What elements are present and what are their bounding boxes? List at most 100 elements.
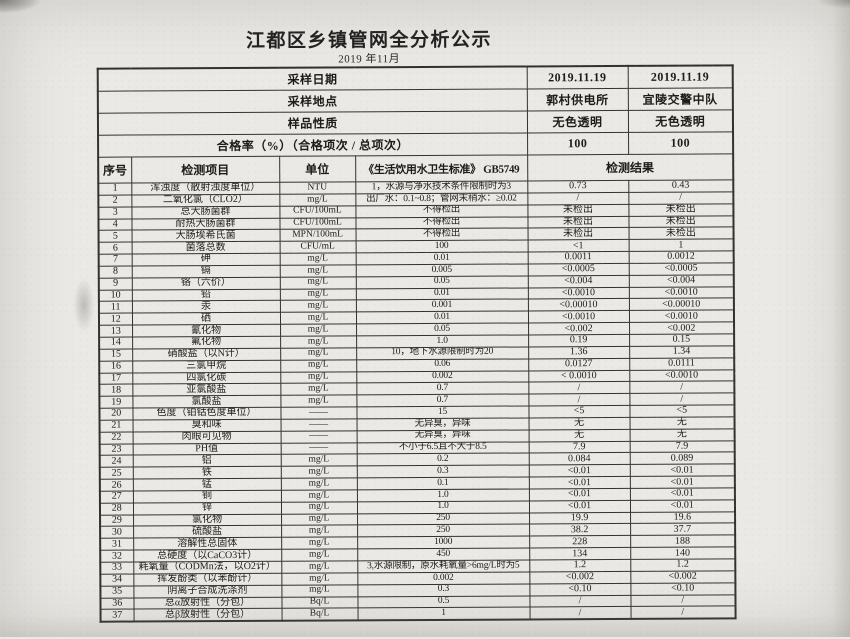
row-unit: mg/L <box>280 454 357 467</box>
row-result-2: 未检出 <box>628 227 734 240</box>
row-standard: 0.01 <box>355 252 528 265</box>
row-unit: mg/L <box>281 513 358 526</box>
row-result-1: 1.36 <box>528 346 630 359</box>
row-standard: 1.0 <box>356 500 530 514</box>
row-standard: 0.2 <box>356 453 529 467</box>
row-result-2: 0.089 <box>629 452 735 465</box>
row-item: 挥发酚类（以苯酚计） <box>133 573 282 586</box>
row-item: 总大肠菌群 <box>131 205 280 219</box>
row-result-1: 未检出 <box>527 204 629 217</box>
row-item: 三氯甲烷 <box>132 359 281 373</box>
row-standard: 0.001 <box>355 299 528 313</box>
row-number: 15 <box>99 348 133 361</box>
row-number: 19 <box>99 396 133 409</box>
row-result-2: / <box>628 191 734 205</box>
row-standard: 不得检出 <box>355 216 528 230</box>
row-result-1: / <box>528 393 630 406</box>
row-number: 30 <box>100 526 134 539</box>
row-result-2: <0.0010 <box>628 286 734 299</box>
info-label: 样品性质 <box>97 110 528 136</box>
row-unit: mg/L <box>280 466 357 479</box>
row-result-2: <0.004 <box>628 274 734 288</box>
row-item: 汞 <box>131 300 280 314</box>
info-value-2: 无色透明 <box>627 109 734 133</box>
row-number: 37 <box>100 609 134 622</box>
row-result-1: / <box>529 606 631 620</box>
row-result-1: 未检出 <box>527 227 629 241</box>
row-number: 25 <box>99 467 133 480</box>
row-standard: 100 <box>355 240 528 253</box>
info-value-1: 100 <box>527 132 629 155</box>
header-unit: 单位 <box>279 155 356 183</box>
row-unit: Bq/L <box>281 608 358 621</box>
row-result-1: <0.01 <box>528 464 630 478</box>
row-unit: mg/L <box>281 572 358 585</box>
row-item: 大肠埃希氏菌 <box>131 229 280 243</box>
row-standard: 不得检出 <box>355 204 528 218</box>
row-result-2: <0.002 <box>630 570 736 584</box>
row-item: 氟化物 <box>132 336 281 349</box>
row-standard: 无异臭，异味 <box>356 417 529 431</box>
row-unit: mg/L <box>281 584 358 597</box>
row-result-1: 未检出 <box>527 215 629 229</box>
row-item: 铝 <box>132 454 281 468</box>
row-standard: 0.01 <box>355 311 529 324</box>
row-standard: 0.002 <box>356 370 529 384</box>
row-number: 5 <box>98 230 132 243</box>
info-value-1: 郭村供电所 <box>526 88 628 111</box>
row-result-2: / <box>629 393 735 406</box>
row-result-2: 未检出 <box>628 203 734 216</box>
row-result-2: <5 <box>629 404 735 418</box>
row-result-1: <0.0010 <box>527 287 629 300</box>
row-result-2: 无 <box>629 416 735 430</box>
row-result-2: 19.6 <box>630 511 736 524</box>
row-unit: Bq/L <box>281 596 358 609</box>
row-result-1: <0.00010 <box>527 298 629 312</box>
row-standard: 无异臭，异味 <box>356 429 529 443</box>
row-item: 锌 <box>132 502 282 515</box>
row-item: 氰化物 <box>132 324 281 338</box>
row-result-2: <0.01 <box>629 475 735 489</box>
row-number: 8 <box>98 265 132 278</box>
row-result-1: 1.2 <box>529 559 631 572</box>
row-unit: CFU/100mL <box>279 205 356 218</box>
row-standard: 15 <box>356 405 529 419</box>
row-unit: mg/L <box>280 395 357 408</box>
row-unit: mg/L <box>281 537 358 550</box>
row-result-1: <5 <box>528 405 630 418</box>
row-result-1: 无 <box>528 417 630 430</box>
row-unit: mg/L <box>279 300 356 313</box>
row-item: 色度（铂钴色度单位） <box>132 407 281 420</box>
row-result-1: 7.9 <box>528 440 630 454</box>
row-result-1: <0.0005 <box>527 263 629 276</box>
row-result-1: <0.01 <box>528 476 630 489</box>
row-item: 铅 <box>131 288 280 302</box>
row-unit: —— <box>280 442 357 455</box>
row-standard: 0.5 <box>357 595 530 609</box>
row-result-2: <0.002 <box>629 322 735 335</box>
row-item: 锰 <box>132 478 281 491</box>
row-number: 21 <box>99 419 133 432</box>
row-result-1: 0.0127 <box>528 358 630 371</box>
header-standard: 《生活饮用水卫生标准》 GB5749 <box>355 154 528 182</box>
row-number: 35 <box>100 585 134 598</box>
row-item: 浑浊度（散射浊度单位） <box>131 182 280 195</box>
row-unit: mg/L <box>279 312 357 325</box>
row-result-2: 7.9 <box>629 440 735 453</box>
row-item: 总硬度（以CaCO3计） <box>133 549 282 563</box>
row-standard: 0.06 <box>356 358 529 372</box>
row-result-1: 0.19 <box>528 334 630 347</box>
row-item: 阴离子合成洗涤剂 <box>133 584 282 598</box>
row-unit: mg/L <box>280 489 357 503</box>
row-unit: mg/L <box>280 359 357 372</box>
row-item: 硒 <box>131 312 281 326</box>
row-unit: —— <box>280 406 357 420</box>
row-result-1: 19.9 <box>529 512 631 525</box>
row-result-1: 0.73 <box>527 180 629 193</box>
row-unit: mg/L <box>280 323 357 337</box>
row-standard: 0.3 <box>356 465 529 478</box>
row-unit: —— <box>280 430 357 443</box>
row-number: 7 <box>98 254 132 267</box>
results-rows: 1 浑浊度（散射浊度单位） NTU 1，水源与净水技术条件限制时为3 0.73 0.43 2… <box>98 179 736 622</box>
